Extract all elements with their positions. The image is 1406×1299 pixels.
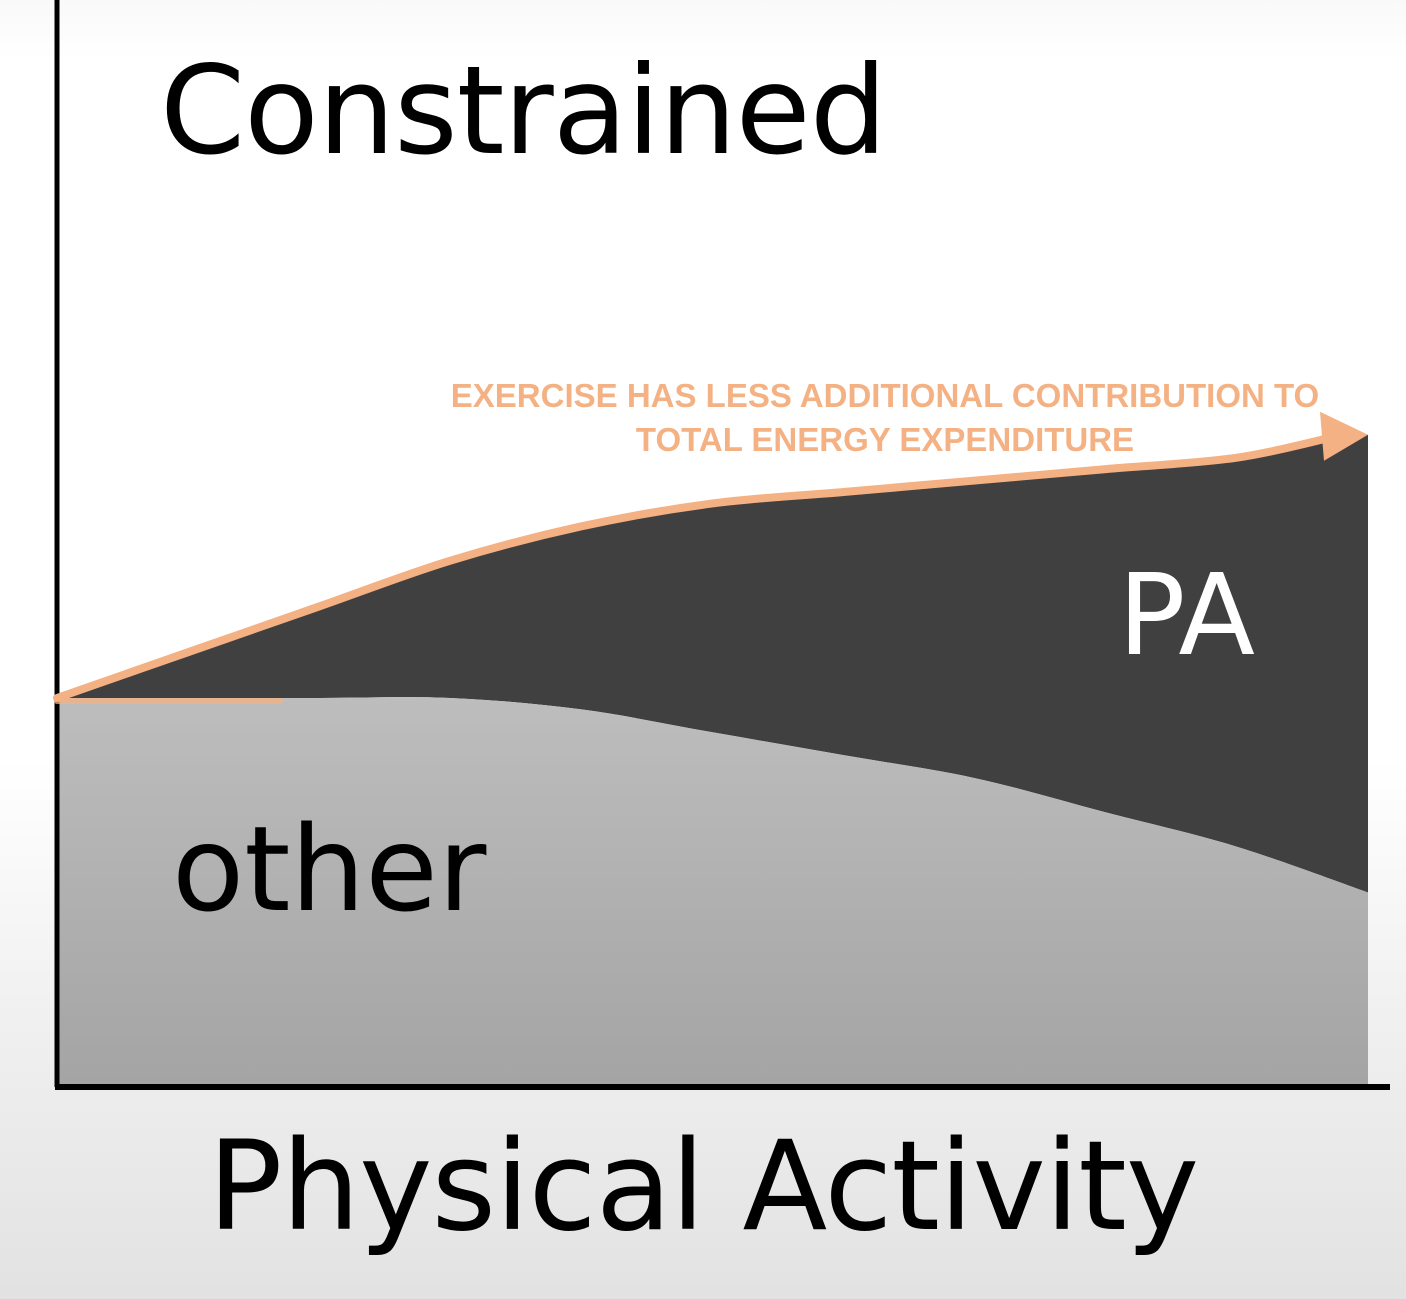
area-pa bbox=[57, 434, 1368, 893]
trend-arrow-head bbox=[1320, 411, 1368, 461]
chart-title: Constrained bbox=[160, 40, 887, 182]
annotation-line-2: TOTAL ENERGY EXPENDITURE bbox=[635, 421, 1135, 458]
trend-arrow-line bbox=[53, 431, 1342, 702]
series-label-pa: PA bbox=[1118, 551, 1255, 681]
annotation-text: EXERCISE HAS LESS ADDITIONAL CONTRIBUTIO… bbox=[425, 374, 1345, 462]
area-other bbox=[57, 697, 1368, 1087]
series-label-other: other bbox=[172, 800, 487, 938]
x-axis-label: Physical Activity bbox=[207, 1115, 1200, 1259]
annotation-line-1: EXERCISE HAS LESS ADDITIONAL CONTRIBUTIO… bbox=[450, 377, 1320, 414]
